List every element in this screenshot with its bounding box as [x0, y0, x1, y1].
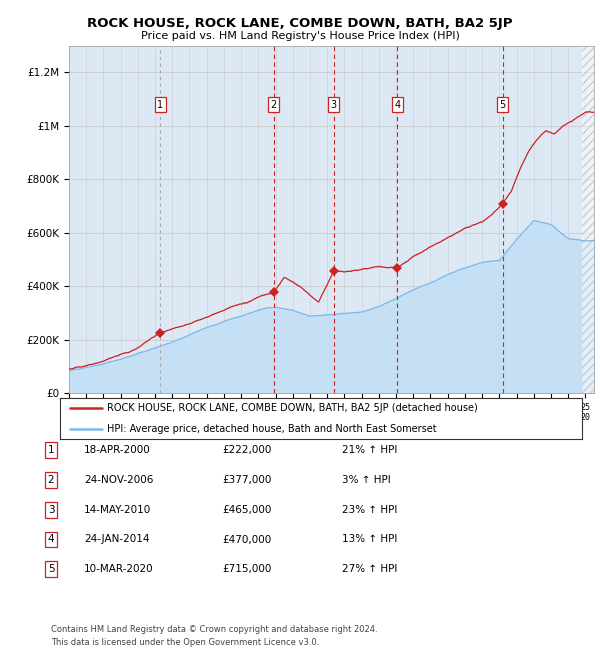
Text: HPI: Average price, detached house, Bath and North East Somerset: HPI: Average price, detached house, Bath… — [107, 424, 437, 434]
Text: 10-MAR-2020: 10-MAR-2020 — [84, 564, 154, 575]
Text: 13% ↑ HPI: 13% ↑ HPI — [342, 534, 397, 545]
Text: 21% ↑ HPI: 21% ↑ HPI — [342, 445, 397, 455]
Text: £715,000: £715,000 — [222, 564, 271, 575]
Text: Price paid vs. HM Land Registry's House Price Index (HPI): Price paid vs. HM Land Registry's House … — [140, 31, 460, 41]
Text: ROCK HOUSE, ROCK LANE, COMBE DOWN, BATH, BA2 5JP: ROCK HOUSE, ROCK LANE, COMBE DOWN, BATH,… — [87, 17, 513, 30]
Text: 2: 2 — [47, 474, 55, 485]
Text: 5: 5 — [499, 99, 506, 110]
Text: 3% ↑ HPI: 3% ↑ HPI — [342, 474, 391, 485]
Text: ROCK HOUSE, ROCK LANE, COMBE DOWN, BATH, BA2 5JP (detached house): ROCK HOUSE, ROCK LANE, COMBE DOWN, BATH,… — [107, 404, 478, 413]
Text: 5: 5 — [47, 564, 55, 575]
Text: 23% ↑ HPI: 23% ↑ HPI — [342, 504, 397, 515]
Text: £470,000: £470,000 — [222, 534, 271, 545]
Text: £465,000: £465,000 — [222, 504, 271, 515]
Text: 3: 3 — [331, 99, 337, 110]
Text: 14-MAY-2010: 14-MAY-2010 — [84, 504, 151, 515]
Text: 1: 1 — [47, 445, 55, 455]
Text: 24-NOV-2006: 24-NOV-2006 — [84, 474, 154, 485]
Text: 18-APR-2000: 18-APR-2000 — [84, 445, 151, 455]
Text: Contains HM Land Registry data © Crown copyright and database right 2024.
This d: Contains HM Land Registry data © Crown c… — [51, 625, 377, 647]
Text: 4: 4 — [47, 534, 55, 545]
Text: £222,000: £222,000 — [222, 445, 271, 455]
Text: 3: 3 — [47, 504, 55, 515]
Text: £377,000: £377,000 — [222, 474, 271, 485]
Text: 2: 2 — [271, 99, 277, 110]
Text: 4: 4 — [394, 99, 400, 110]
Text: 27% ↑ HPI: 27% ↑ HPI — [342, 564, 397, 575]
Text: 24-JAN-2014: 24-JAN-2014 — [84, 534, 149, 545]
Text: 1: 1 — [157, 99, 163, 110]
